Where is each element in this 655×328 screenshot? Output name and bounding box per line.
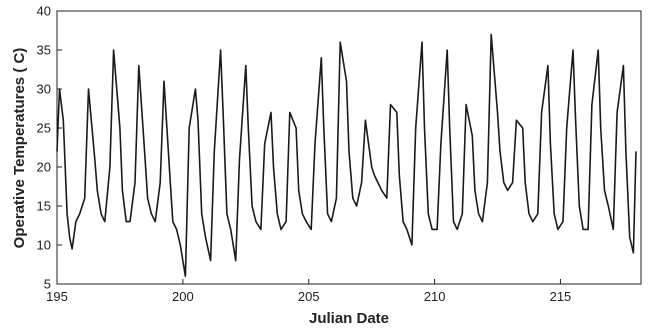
y-axis-title: Operative Temperatures ( C) (11, 48, 28, 249)
x-tick-label: 205 (298, 289, 320, 304)
x-tick-label: 215 (550, 289, 572, 304)
y-tick-label: 40 (37, 4, 51, 19)
y-axis: 5 10 15 20 25 30 35 40 (37, 4, 62, 292)
x-axis: 195 200 205 210 215 (46, 279, 571, 304)
x-tick-label: 195 (46, 289, 68, 304)
y-tick-label: 10 (37, 238, 51, 253)
y-tick-label: 30 (37, 82, 51, 97)
x-tick-label: 210 (424, 289, 446, 304)
y-tick-label: 20 (37, 160, 51, 175)
y-tick-label: 15 (37, 199, 51, 214)
x-tick-label: 200 (172, 289, 194, 304)
series-layer (56, 33, 637, 278)
y-tick-label: 25 (37, 121, 51, 136)
x-axis-title: Julian Date (309, 310, 389, 327)
y-tick-label: 35 (37, 43, 51, 58)
series-line-1 (56, 33, 637, 278)
y-tick-label: 5 (44, 277, 51, 292)
